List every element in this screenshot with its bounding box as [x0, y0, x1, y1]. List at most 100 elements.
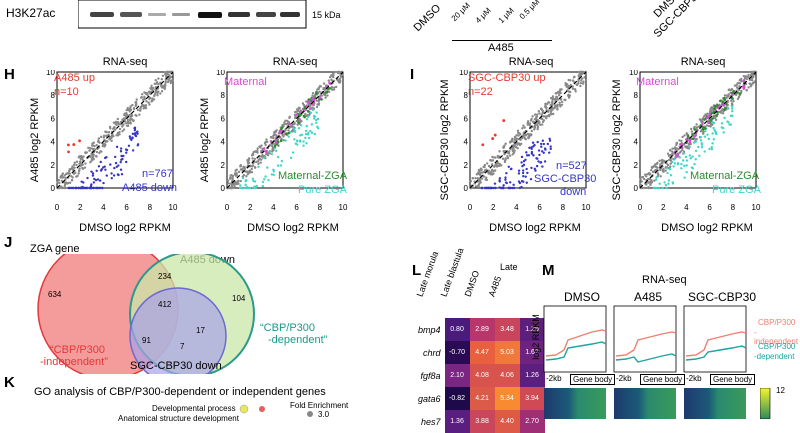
y-tick-label: 2 [51, 161, 56, 170]
x-tick-label: 0 [638, 203, 643, 210]
point-pure-zga [309, 129, 312, 133]
point-down [517, 172, 521, 175]
point-gray [121, 129, 124, 133]
point-gray [284, 119, 287, 122]
point-gray [233, 185, 237, 189]
point-gray [579, 81, 583, 85]
point-gray [665, 162, 668, 165]
point-gray [750, 71, 753, 75]
point-gray [535, 118, 538, 121]
point-gray [92, 153, 96, 156]
heatmap-cell: 1.62 [519, 341, 545, 364]
point-gray [295, 119, 299, 123]
point-gray [707, 124, 711, 128]
point-down [510, 167, 513, 171]
point-gray [129, 106, 132, 110]
point-gray [269, 135, 273, 139]
point-pure-zga [241, 176, 245, 180]
scatter-h2: 0 0 2 2 4 4 6 6 8 8 10 10 [216, 70, 348, 210]
point-maternal-zga [716, 104, 719, 107]
point-pure-zga [688, 145, 691, 149]
point-down [505, 171, 508, 175]
point-gray [479, 167, 483, 170]
scatter-h1: 0 0 2 2 4 4 6 6 8 8 10 10 [46, 70, 178, 210]
point-pure-zga [276, 155, 280, 159]
heatmap-row: hes7 1.36 3.88 4.40 2.70 [418, 410, 545, 433]
point-pure-zga [297, 127, 301, 130]
venn-indep-2: -independent” [40, 356, 108, 368]
point-gray [68, 168, 71, 171]
point-gray [77, 172, 80, 175]
point-gray [751, 79, 754, 82]
heatmap-cell: -0.70 [444, 341, 470, 364]
point-gray [518, 143, 521, 146]
point-gray [700, 121, 704, 124]
point-gray [539, 123, 542, 126]
point-gray [327, 79, 330, 82]
point-down [537, 149, 541, 152]
point-gray [511, 146, 514, 150]
point-gray [533, 113, 537, 116]
point-gray [533, 124, 537, 128]
h1-title: RNA-seq [102, 56, 148, 68]
point-gray [477, 171, 480, 175]
point-pure-zga [299, 134, 302, 137]
point-down [90, 170, 93, 173]
point-gray [740, 80, 743, 83]
m-color-scale [760, 388, 771, 419]
point-down [502, 184, 505, 187]
heatmap-cell: 0.80 [444, 318, 470, 341]
point-gray [144, 105, 147, 108]
point-gray [516, 131, 520, 135]
go-row-1: Developmental process [152, 404, 236, 413]
point-gray [647, 181, 650, 184]
diagonal-line [639, 71, 757, 189]
point-gray [668, 148, 672, 152]
point-pure-zga [720, 122, 724, 125]
y-tick-label: 2 [221, 161, 226, 170]
point-gray [752, 75, 755, 79]
point-gray [517, 134, 520, 137]
point-gray [695, 123, 698, 126]
point-gray [583, 76, 586, 79]
point-pure-zga [657, 186, 661, 190]
point-gray [571, 87, 575, 91]
point-down [520, 155, 524, 159]
point-gray [165, 72, 168, 76]
point-gray [270, 144, 274, 148]
point-gray [318, 90, 321, 93]
point-gray [88, 149, 91, 152]
point-down [93, 177, 96, 181]
point-pure-zga [307, 115, 310, 119]
point-pure-zga [711, 142, 714, 145]
point-gray [647, 186, 650, 190]
point-gray [260, 144, 263, 147]
point-maternal-zga [279, 139, 283, 143]
x-tick-label: 6 [124, 203, 129, 210]
point-gray [504, 157, 507, 160]
point-down [88, 186, 91, 190]
point-up [493, 133, 497, 137]
h2-maternal: Maternal [224, 76, 267, 88]
point-gray [160, 77, 164, 81]
h1-up: A485 up [54, 72, 95, 84]
point-maternal [705, 116, 709, 119]
point-gray [87, 146, 90, 150]
point-gray [266, 140, 269, 143]
point-pure-zga [315, 121, 318, 124]
point-gray [535, 113, 539, 116]
point-down [524, 175, 527, 178]
point-gray [332, 72, 335, 75]
point-pure-zga [683, 164, 686, 168]
point-gray [661, 162, 664, 165]
point-gray [341, 73, 344, 77]
point-down [525, 154, 529, 157]
point-pure-zga [309, 111, 313, 114]
point-down [91, 174, 95, 177]
point-gray [251, 157, 254, 160]
point-pure-zga [708, 147, 711, 151]
point-pure-zga [700, 146, 704, 149]
point-gray [121, 125, 124, 128]
point-gray [166, 80, 170, 84]
point-pure-zga [262, 156, 266, 159]
